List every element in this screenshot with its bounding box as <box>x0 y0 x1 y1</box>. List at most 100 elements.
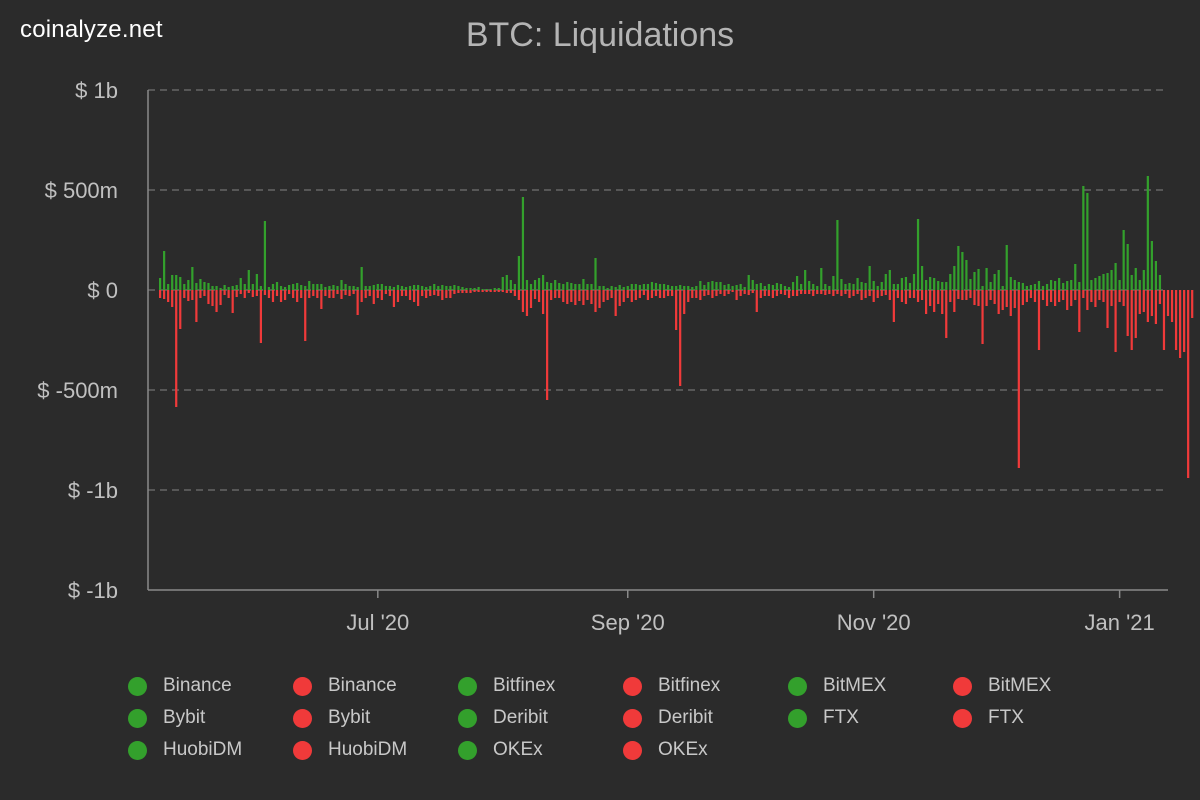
legend-item[interactable]: FTX <box>788 702 953 734</box>
bar-short-liquidation[interactable] <box>421 290 424 296</box>
bar-short-liquidation[interactable] <box>537 290 541 302</box>
bar-long-liquidation[interactable] <box>767 284 770 290</box>
bar-short-liquidation[interactable] <box>364 290 367 298</box>
bar-short-liquidation[interactable] <box>828 290 831 294</box>
legend-item[interactable]: Deribit <box>623 702 788 734</box>
bar-short-liquidation[interactable] <box>1183 290 1186 352</box>
bar-long-liquidation[interactable] <box>175 275 178 290</box>
bar-short-liquidation[interactable] <box>856 290 859 294</box>
bar-short-liquidation[interactable] <box>1142 290 1145 312</box>
bar-long-liquidation[interactable] <box>804 270 807 290</box>
bar-long-liquidation[interactable] <box>336 286 339 290</box>
bar-long-liquidation[interactable] <box>227 287 230 290</box>
bar-long-liquidation[interactable] <box>1134 268 1137 290</box>
bar-short-liquidation[interactable] <box>727 290 730 294</box>
bar-long-liquidation[interactable] <box>203 282 206 290</box>
bar-long-liquidation[interactable] <box>1017 282 1020 290</box>
bar-long-liquidation[interactable] <box>485 289 488 290</box>
bar-long-liquidation[interactable] <box>759 283 762 290</box>
bar-short-liquidation[interactable] <box>880 290 883 296</box>
bar-long-liquidation[interactable] <box>912 274 916 290</box>
bar-long-liquidation[interactable] <box>739 284 742 290</box>
bar-short-liquidation[interactable] <box>1150 290 1153 316</box>
bar-short-liquidation[interactable] <box>497 290 500 292</box>
bar-long-liquidation[interactable] <box>650 282 654 290</box>
legend-item[interactable]: Bybit <box>293 702 458 734</box>
bar-long-liquidation[interactable] <box>929 277 932 290</box>
bar-long-liquidation[interactable] <box>614 287 617 290</box>
bar-short-liquidation[interactable] <box>634 290 637 300</box>
bar-long-liquidation[interactable] <box>558 283 561 290</box>
bar-long-liquidation[interactable] <box>691 287 694 290</box>
bar-short-liquidation[interactable] <box>872 290 875 302</box>
bar-long-liquidation[interactable] <box>533 280 537 290</box>
bar-long-liquidation[interactable] <box>1009 277 1012 290</box>
bar-short-liquidation[interactable] <box>771 290 775 298</box>
bar-short-liquidation[interactable] <box>973 290 976 305</box>
bar-short-liquidation[interactable] <box>231 290 234 313</box>
bar-short-liquidation[interactable] <box>1086 290 1089 310</box>
bar-short-liquidation[interactable] <box>203 290 206 296</box>
bar-short-liquidation[interactable] <box>481 290 484 292</box>
bar-short-liquidation[interactable] <box>1174 290 1178 350</box>
bar-long-liquidation[interactable] <box>916 219 920 290</box>
bar-long-liquidation[interactable] <box>671 286 674 290</box>
bar-short-liquidation[interactable] <box>332 290 335 298</box>
bar-short-liquidation[interactable] <box>562 290 565 302</box>
bar-short-liquidation[interactable] <box>546 290 549 400</box>
bar-short-liquidation[interactable] <box>396 290 400 302</box>
bar-long-liquidation[interactable] <box>993 274 996 290</box>
bar-long-liquidation[interactable] <box>537 278 541 290</box>
bar-long-liquidation[interactable] <box>425 287 428 290</box>
bar-short-liquidation[interactable] <box>441 290 444 300</box>
bar-long-liquidation[interactable] <box>1130 275 1133 290</box>
bar-short-liquidation[interactable] <box>965 290 968 300</box>
bar-short-liquidation[interactable] <box>703 290 706 296</box>
bar-long-liquidation[interactable] <box>578 284 581 290</box>
bar-long-liquidation[interactable] <box>775 283 779 290</box>
bar-short-liquidation[interactable] <box>283 290 287 300</box>
bar-long-liquidation[interactable] <box>429 286 432 290</box>
legend-item[interactable]: BitMEX <box>788 670 953 702</box>
bar-short-liquidation[interactable] <box>300 290 303 298</box>
bar-long-liquidation[interactable] <box>904 277 908 290</box>
bar-short-liquidation[interactable] <box>489 290 492 292</box>
bar-long-liquidation[interactable] <box>735 285 738 290</box>
bar-short-liquidation[interactable] <box>356 290 359 315</box>
bar-short-liquidation[interactable] <box>469 290 472 293</box>
bar-short-liquidation[interactable] <box>977 290 980 306</box>
bar-long-liquidation[interactable] <box>957 246 960 290</box>
bar-short-liquidation[interactable] <box>247 290 250 293</box>
bar-long-liquidation[interactable] <box>332 285 335 290</box>
bar-long-liquidation[interactable] <box>497 288 500 290</box>
bar-long-liquidation[interactable] <box>920 266 924 290</box>
bar-long-liquidation[interactable] <box>1110 270 1113 290</box>
bar-long-liquidation[interactable] <box>505 275 508 290</box>
bar-long-liquidation[interactable] <box>433 284 436 290</box>
bar-long-liquidation[interactable] <box>961 252 964 290</box>
bar-long-liquidation[interactable] <box>348 286 351 290</box>
bar-long-liquidation[interactable] <box>554 280 557 290</box>
bar-long-liquidation[interactable] <box>368 286 371 290</box>
bar-long-liquidation[interactable] <box>501 277 504 290</box>
brand-logo-text[interactable]: coinalyze.net <box>20 16 163 43</box>
bar-long-liquidation[interactable] <box>618 285 621 290</box>
bar-short-liquidation[interactable] <box>445 290 448 298</box>
legend-item[interactable]: Binance <box>293 670 458 702</box>
bar-long-liquidation[interactable] <box>582 279 585 290</box>
bar-long-liquidation[interactable] <box>481 289 484 290</box>
bar-short-liquidation[interactable] <box>1070 290 1073 306</box>
bar-short-liquidation[interactable] <box>521 290 525 312</box>
bar-long-liquidation[interactable] <box>981 286 984 290</box>
bar-long-liquidation[interactable] <box>199 279 202 290</box>
bar-long-liquidation[interactable] <box>1138 280 1141 290</box>
bar-short-liquidation[interactable] <box>1094 290 1097 307</box>
bar-short-liquidation[interactable] <box>1158 290 1162 304</box>
bar-short-liquidation[interactable] <box>251 290 254 297</box>
bar-short-liquidation[interactable] <box>1029 290 1033 298</box>
bar-long-liquidation[interactable] <box>840 279 843 290</box>
bar-short-liquidation[interactable] <box>408 290 412 300</box>
bar-short-liquidation[interactable] <box>541 290 545 314</box>
bar-long-liquidation[interactable] <box>352 286 355 290</box>
bar-long-liquidation[interactable] <box>223 285 226 290</box>
